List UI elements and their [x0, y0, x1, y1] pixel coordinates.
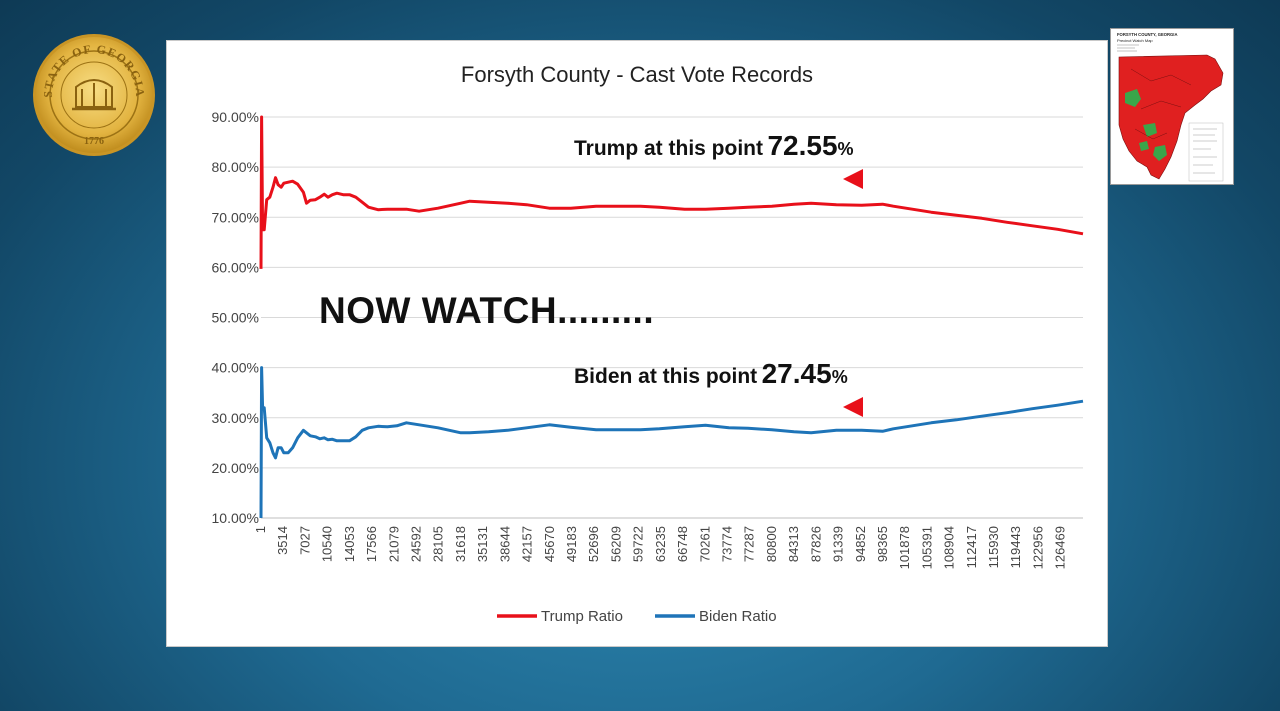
x-tick-label: 98365: [875, 526, 890, 562]
y-tick-label: 50.00%: [212, 310, 259, 326]
x-tick-label: 87826: [808, 526, 823, 562]
x-tick-label: 59722: [631, 526, 646, 562]
legend-label: Trump Ratio: [541, 608, 623, 625]
x-tick-label: 105391: [919, 526, 934, 569]
y-tick-label: 90.00%: [212, 109, 259, 125]
x-tick-label: 122956: [1030, 526, 1045, 569]
trump-arrow-icon: [843, 169, 863, 189]
precinct-map-thumbnail: FORSYTH COUNTY, GEORGIA Precinct Watch M…: [1110, 28, 1234, 185]
x-tick-label: 84313: [786, 526, 801, 562]
trump-callout-percent: %: [837, 139, 854, 159]
trump-callout: Trump at this point 72.55%: [574, 130, 854, 162]
x-tick-label: 66748: [675, 526, 690, 562]
x-tick-label: 1: [253, 526, 268, 533]
y-tick-label: 30.00%: [212, 410, 259, 426]
x-tick-label: 52696: [586, 526, 601, 562]
x-tick-label: 73774: [719, 526, 734, 562]
x-tick-label: 17566: [364, 526, 379, 562]
x-tick-label: 115930: [986, 526, 1001, 568]
chart-panel: Forsyth County - Cast Vote Records 90.00%…: [166, 40, 1108, 647]
x-tick-label: 94852: [853, 526, 868, 562]
x-tick-label: 112417: [964, 526, 979, 568]
y-tick-label: 80.00%: [212, 159, 259, 175]
biden-ratio-line: [259, 366, 1084, 519]
x-tick-label: 80800: [764, 526, 779, 562]
x-tick-label: 31618: [453, 526, 468, 562]
x-tick-label: 108904: [942, 526, 957, 569]
x-tick-label: 21079: [386, 526, 401, 562]
x-tick-label: 3514: [275, 526, 290, 555]
state-seal-icon: STATE OF GEORGIA 1776: [33, 34, 155, 156]
precinct-map-icon: FORSYTH COUNTY, GEORGIA Precinct Watch M…: [1117, 32, 1224, 182]
trump-callout-label: Trump at this point: [574, 137, 763, 160]
x-tick-label: 14053: [342, 526, 357, 562]
x-tick-label: 49183: [564, 526, 579, 562]
seal-year: 1776: [84, 136, 104, 147]
chart: Forsyth County - Cast Vote Records 90.00%…: [212, 62, 1084, 625]
biden-callout: Biden at this point 27.45%: [574, 358, 848, 390]
biden-callout-label: Biden at this point: [574, 365, 758, 388]
biden-callout-percent: %: [831, 367, 848, 387]
biden-callout-value: 27.45: [761, 358, 832, 389]
trump-callout-value: 72.55: [767, 130, 838, 161]
x-tick-label: 101878: [897, 526, 912, 569]
y-tick-label: 60.00%: [212, 259, 259, 275]
x-tick-label: 10540: [320, 526, 335, 562]
y-tick-label: 10.00%: [212, 510, 259, 526]
x-tick-label: 126469: [1053, 526, 1068, 569]
y-tick-label: 20.00%: [212, 460, 259, 476]
x-tick-label: 45670: [542, 526, 557, 562]
x-tick-label: 28105: [431, 526, 446, 562]
x-tick-label: 119443: [1008, 526, 1023, 568]
map-title: FORSYTH COUNTY, GEORGIA: [1117, 32, 1178, 37]
chart-title: Forsyth County - Cast Vote Records: [461, 62, 813, 87]
x-tick-label: 38644: [497, 526, 512, 562]
trump-ratio-line: [259, 115, 1084, 269]
x-tick-label: 56209: [608, 526, 623, 562]
x-tick-label: 70261: [697, 526, 712, 562]
x-tick-label: 77287: [742, 526, 757, 562]
y-tick-label: 40.00%: [212, 360, 259, 376]
map-subtitle: Precinct Watch Map: [1117, 38, 1153, 43]
biden-arrow-icon: [843, 397, 863, 417]
x-tick-label: 91339: [831, 526, 846, 562]
x-tick-label: 24592: [408, 526, 423, 562]
legend-label: Biden Ratio: [699, 608, 777, 625]
x-tick-label: 63235: [653, 526, 668, 562]
y-tick-label: 70.00%: [212, 209, 259, 225]
x-tick-label: 7027: [297, 526, 312, 555]
now-watch-text: NOW WATCH.........: [319, 290, 655, 331]
x-tick-label: 35131: [475, 526, 490, 562]
x-tick-label: 42157: [520, 526, 535, 562]
